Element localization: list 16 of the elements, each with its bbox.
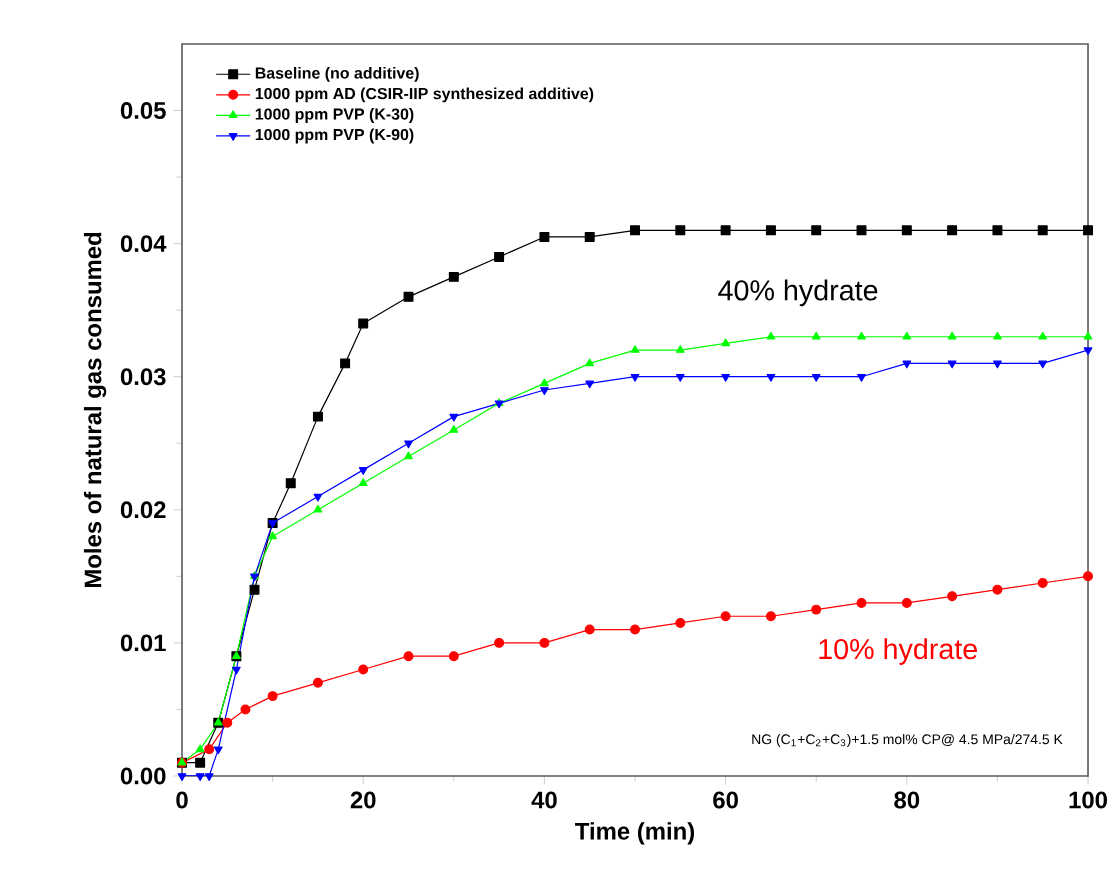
x-tick-label: 20	[350, 791, 376, 809]
y-tick-label: 0.04	[120, 235, 167, 253]
annotation: 10% hydrate	[819, 638, 977, 665]
y-tick-label: 0.03	[120, 368, 166, 386]
x-tick-label: 100	[1069, 791, 1107, 809]
y-tick-label: 0.02	[120, 501, 166, 519]
x-tick-label: 40	[531, 791, 557, 809]
x-tick-label: 0	[176, 791, 188, 809]
y-tick-label: 0.00	[120, 767, 166, 785]
x-tick-label: 60	[713, 791, 738, 809]
annotation: 40% hydrate	[718, 279, 878, 307]
y-tick-label: 0.05	[120, 102, 166, 119]
x-axis-title: Time (min)	[575, 822, 695, 845]
x-tick-label: 80	[894, 791, 920, 809]
y-axis-title: Moles of natural gas consumed	[83, 232, 107, 588]
y-tick-label: 0.01	[120, 634, 166, 652]
